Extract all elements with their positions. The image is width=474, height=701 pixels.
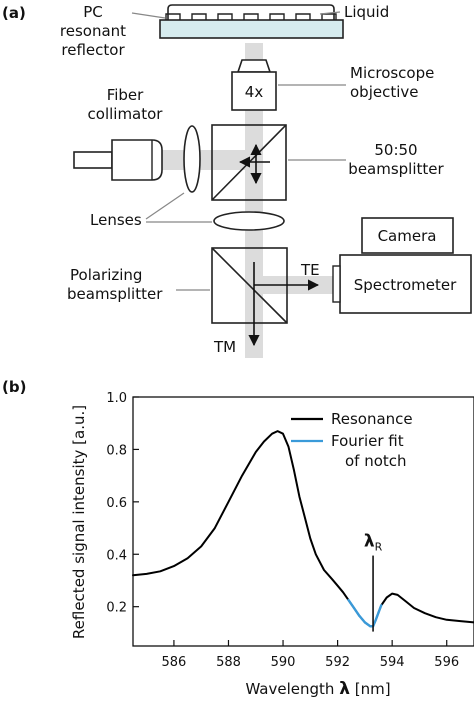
y-axis-label: Reflected signal intensity [a.u.]: [70, 405, 88, 639]
lens-vertical: [183, 125, 201, 193]
pc-label-2: resonant: [60, 22, 126, 40]
pc-label-3: reflector: [61, 41, 125, 59]
series-fourier-fit-line: [347, 598, 383, 628]
pc-grating: [165, 13, 337, 20]
fiber-collimator: [73, 139, 163, 181]
x-tick-label: 586: [162, 655, 187, 670]
plot-frame: [132, 396, 474, 647]
x-tick-label: 596: [434, 655, 459, 670]
lambda-subscript: R: [375, 540, 383, 553]
beamsplitter-50-50: [211, 124, 287, 201]
te-label: TE: [300, 261, 320, 279]
pc-label-1: PC: [83, 3, 103, 21]
x-axis-label-prefix: Wavelength: [245, 680, 339, 698]
tm-label: TM: [213, 338, 236, 356]
objective-label-2: objective: [350, 83, 419, 101]
panel-b: (b) 0.2 0.4 0.6 0.8 1.0 586 588 590 592 594 596 R…: [2, 378, 474, 699]
fiber-label-1: Fiber: [107, 86, 144, 104]
resonance-wavelength-label: λR: [364, 531, 383, 553]
panel-a-label: (a): [2, 4, 26, 22]
pc-leader-line: [131, 12, 166, 19]
y-tick-label: 0.6: [106, 496, 127, 511]
panel-a: (a) PC resonant reflector Liquid 4x Micr…: [2, 3, 472, 358]
fiber-label-2: collimator: [88, 105, 164, 123]
liquid-chamber: [167, 4, 335, 22]
x-axis-label-unit: [nm]: [350, 680, 391, 698]
y-tick-label: 0.8: [106, 443, 127, 458]
liquid-leader-line: [319, 11, 341, 15]
bs-label-1: 50:50: [374, 141, 417, 159]
x-axis-label-symbol: λ: [339, 679, 350, 699]
series-resonance-line: [132, 430, 474, 628]
lenses-leader-1: [145, 192, 185, 220]
plot-area: [132, 430, 474, 628]
liquid-label: Liquid: [344, 3, 389, 21]
objective-magnification: 4x: [245, 83, 264, 101]
y-tick-label: 1.0: [106, 391, 127, 406]
spectrometer-slit: [332, 265, 341, 303]
x-tick-label: 588: [216, 655, 241, 670]
beam-horizontal-fiber: [160, 150, 245, 170]
x-tick-label: 594: [380, 655, 405, 670]
legend-fit-label-2: of notch: [345, 452, 407, 470]
y-tick-label: 0.4: [106, 548, 127, 563]
microscope-objective: [231, 59, 277, 111]
legend: Resonance Fourier fit of notch: [291, 410, 413, 470]
lambda-symbol: λ: [364, 531, 375, 551]
legend-fit-label-1: Fourier fit: [331, 432, 404, 450]
pc-resonant-reflector: [159, 19, 344, 39]
x-tick-label: 592: [325, 655, 350, 670]
x-axis-label: Wavelength λ [nm]: [245, 679, 390, 699]
lenses-label: Lenses: [90, 211, 142, 229]
pol-label-1: Polarizing: [70, 266, 142, 284]
spectrometer-label: Spectrometer: [354, 276, 457, 294]
legend-resonance-label: Resonance: [331, 410, 413, 428]
x-axis: 586 588 590 592 594 596: [162, 640, 459, 670]
lens-horizontal: [213, 211, 285, 231]
y-axis: 0.2 0.4 0.6 0.8 1.0: [106, 391, 139, 616]
polarizing-beamsplitter: [211, 247, 320, 347]
y-tick-label: 0.2: [106, 601, 127, 616]
objective-label-1: Microscope: [350, 64, 434, 82]
x-tick-label: 590: [271, 655, 296, 670]
bs-label-2: beamsplitter: [348, 160, 444, 178]
panel-b-label: (b): [2, 378, 26, 396]
camera-label: Camera: [378, 227, 437, 245]
camera-box: [361, 217, 454, 254]
pol-label-2: beamsplitter: [67, 285, 163, 303]
